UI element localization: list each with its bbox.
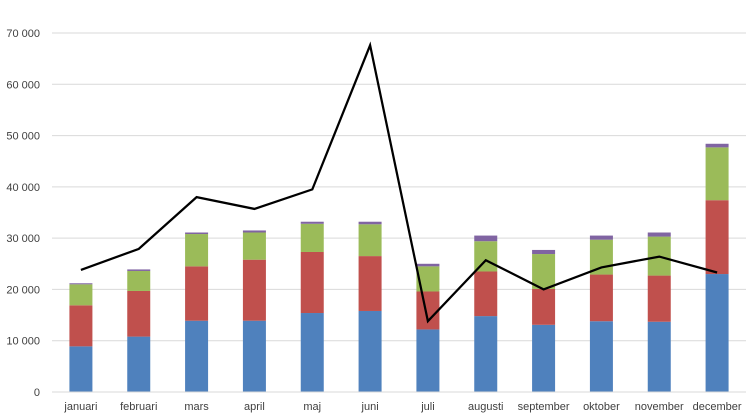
y-tick-label: 50 000 [6,131,40,143]
bar-segment-series-4 [474,235,498,242]
bar-segment-series-2 [69,305,93,347]
bar-segment-series-1 [416,329,440,392]
bar-segment-series-4 [532,249,556,255]
total-line [80,41,718,324]
bar-segment-series-2 [242,259,266,321]
bar-segment-series-2 [647,275,671,322]
x-axis-category-labels: januari februari mars april maj juni juli augus… [63,401,741,413]
bar-segment-series-2 [532,288,556,325]
bar-segment-series-1 [69,346,93,392]
bar-segment-series-3 [185,234,209,267]
total-line-path [80,41,718,324]
bar-segment-series-3 [416,266,440,292]
x-category-label: februari [120,401,157,413]
bar-segment-series-4 [416,263,440,267]
bar-segment-series-2 [127,290,151,337]
bar-segment-series-1 [474,316,498,392]
bar-segment-series-4 [242,230,266,233]
bar-segment-series-2 [300,251,324,314]
bar-segment-series-4 [705,143,729,148]
bar-segment-series-3 [474,241,498,272]
bar-segment-series-2 [185,266,209,321]
bar-segment-series-1 [300,313,324,392]
bar-segment-series-4 [300,221,324,224]
y-tick-label: 40 000 [6,182,40,194]
x-category-label: november [635,401,684,413]
bar-segment-series-1 [127,336,151,392]
x-category-label: oktober [583,401,620,413]
bar-segment-series-3 [300,223,324,252]
bar-segment-series-4 [69,283,93,285]
bar-segment-series-3 [705,147,729,201]
bar-segment-series-1 [358,310,382,392]
bar-segment-series-1 [647,321,671,392]
bar-segment-series-4 [647,232,671,237]
y-tick-label: 20 000 [6,284,40,296]
x-category-label: januari [63,401,97,413]
bar-segment-series-3 [242,232,266,260]
bar-segment-series-3 [532,254,556,289]
y-tick-label: 60 000 [6,79,40,91]
bar-segment-series-3 [358,224,382,257]
x-category-label: maj [303,401,321,413]
bar-segment-series-4 [185,232,209,235]
bar-segment-series-2 [474,271,498,317]
y-tick-label: 10 000 [6,336,40,348]
bar-segment-series-4 [127,269,151,271]
bar-segment-series-1 [705,274,729,392]
x-category-label: december [693,401,742,413]
bar-segment-series-3 [69,284,93,306]
bar-segment-series-2 [705,200,729,275]
bar-segment-series-4 [358,221,382,225]
gridlines [52,32,746,342]
y-tick-label: 70 000 [6,28,40,40]
y-tick-label: 30 000 [6,233,40,245]
y-tick-label: 0 [34,387,40,399]
bar-segment-series-1 [185,320,209,392]
x-category-label: september [518,401,570,413]
bar-segment-series-2 [589,274,613,322]
bar-segment-series-1 [589,321,613,392]
bar-segment-series-1 [242,320,266,392]
y-axis-tick-labels: 0 10 000 20 000 30 000 40 000 50 000 60 000 70 … [6,28,40,399]
x-category-label: mars [184,401,209,413]
bar-segment-series-4 [589,235,613,240]
x-category-label: juli [420,401,434,413]
x-category-label: juni [361,401,379,413]
bar-segment-series-2 [416,291,440,330]
stacked-bars [69,143,729,392]
x-category-label: augusti [468,401,503,413]
bar-segment-series-3 [127,270,151,291]
bar-segment-series-2 [358,256,382,311]
bar-segment-series-1 [532,324,556,392]
x-category-label: april [244,401,265,413]
